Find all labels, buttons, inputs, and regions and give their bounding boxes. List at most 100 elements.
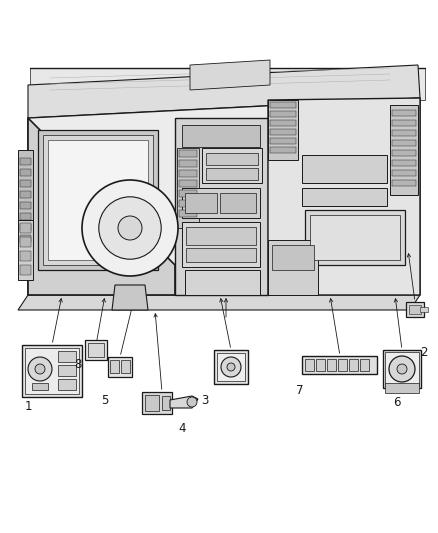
Polygon shape xyxy=(268,98,420,295)
Bar xyxy=(392,160,416,166)
Bar xyxy=(20,191,31,198)
Circle shape xyxy=(397,364,407,374)
Bar xyxy=(302,188,387,206)
Bar xyxy=(179,200,197,207)
Bar xyxy=(186,248,256,262)
Bar xyxy=(385,383,419,393)
Polygon shape xyxy=(28,98,420,295)
Circle shape xyxy=(118,216,142,240)
Bar xyxy=(179,180,197,187)
Circle shape xyxy=(221,357,241,377)
Polygon shape xyxy=(185,270,260,295)
Bar xyxy=(43,135,153,265)
Bar xyxy=(20,223,31,233)
Text: 7: 7 xyxy=(296,384,304,397)
Text: 6: 6 xyxy=(393,397,401,409)
Bar xyxy=(349,359,358,371)
Polygon shape xyxy=(190,60,270,90)
Bar xyxy=(220,193,256,213)
Bar xyxy=(58,379,76,390)
Bar xyxy=(206,153,258,165)
Bar xyxy=(392,120,416,126)
Circle shape xyxy=(227,363,235,371)
Bar xyxy=(108,357,132,377)
Bar xyxy=(32,383,48,390)
Text: 8: 8 xyxy=(74,359,82,372)
Bar xyxy=(390,105,418,195)
Bar xyxy=(179,210,197,217)
Bar xyxy=(22,345,82,397)
Bar xyxy=(179,170,197,177)
Polygon shape xyxy=(18,295,420,310)
Circle shape xyxy=(82,180,178,276)
Bar xyxy=(110,360,119,373)
Bar xyxy=(58,351,76,362)
Bar xyxy=(186,227,256,245)
Bar xyxy=(270,120,296,126)
Polygon shape xyxy=(175,118,268,295)
Bar xyxy=(88,343,104,357)
Bar xyxy=(20,158,31,165)
Polygon shape xyxy=(112,285,148,310)
Bar xyxy=(20,235,31,242)
Bar xyxy=(20,251,31,261)
Bar xyxy=(406,302,424,317)
Bar xyxy=(18,220,33,280)
Bar xyxy=(392,180,416,186)
Bar xyxy=(20,237,31,247)
Bar xyxy=(20,213,31,220)
Bar xyxy=(179,150,197,157)
Bar xyxy=(20,224,31,231)
Bar xyxy=(142,392,172,414)
Bar xyxy=(58,365,76,376)
Bar xyxy=(20,180,31,187)
Bar xyxy=(420,307,428,312)
Bar xyxy=(302,155,387,183)
Bar xyxy=(272,245,314,270)
Text: 5: 5 xyxy=(101,393,109,407)
Bar xyxy=(179,160,197,167)
Bar xyxy=(177,148,199,228)
Circle shape xyxy=(99,197,161,259)
Bar xyxy=(338,359,347,371)
Bar xyxy=(268,240,318,295)
Polygon shape xyxy=(30,68,425,100)
Text: 1: 1 xyxy=(24,400,32,414)
Bar xyxy=(270,102,296,108)
Bar xyxy=(360,359,369,371)
Bar xyxy=(214,350,248,384)
Bar xyxy=(392,130,416,136)
Bar xyxy=(162,396,170,410)
Bar xyxy=(20,202,31,209)
Bar xyxy=(270,111,296,117)
Bar xyxy=(316,359,325,371)
Bar xyxy=(202,148,262,183)
Bar xyxy=(182,222,260,267)
Text: 2: 2 xyxy=(420,345,428,359)
Bar xyxy=(392,170,416,176)
Bar xyxy=(409,305,421,314)
Circle shape xyxy=(28,357,52,381)
Bar xyxy=(179,190,197,197)
Bar xyxy=(182,188,260,218)
Text: 3: 3 xyxy=(201,393,208,407)
Bar xyxy=(305,210,405,265)
Bar xyxy=(270,138,296,144)
Bar xyxy=(25,348,79,394)
Bar xyxy=(121,360,130,373)
Bar xyxy=(48,140,148,260)
Circle shape xyxy=(389,356,415,382)
Text: 4: 4 xyxy=(178,422,186,434)
Bar xyxy=(185,193,217,213)
Circle shape xyxy=(35,364,45,374)
Circle shape xyxy=(187,397,197,407)
Bar xyxy=(310,215,400,260)
Bar xyxy=(302,356,377,374)
Bar xyxy=(392,110,416,116)
Bar xyxy=(392,140,416,146)
Bar xyxy=(38,130,158,270)
Bar xyxy=(217,353,245,381)
Bar xyxy=(385,352,419,386)
Bar xyxy=(327,359,336,371)
Polygon shape xyxy=(28,118,175,295)
